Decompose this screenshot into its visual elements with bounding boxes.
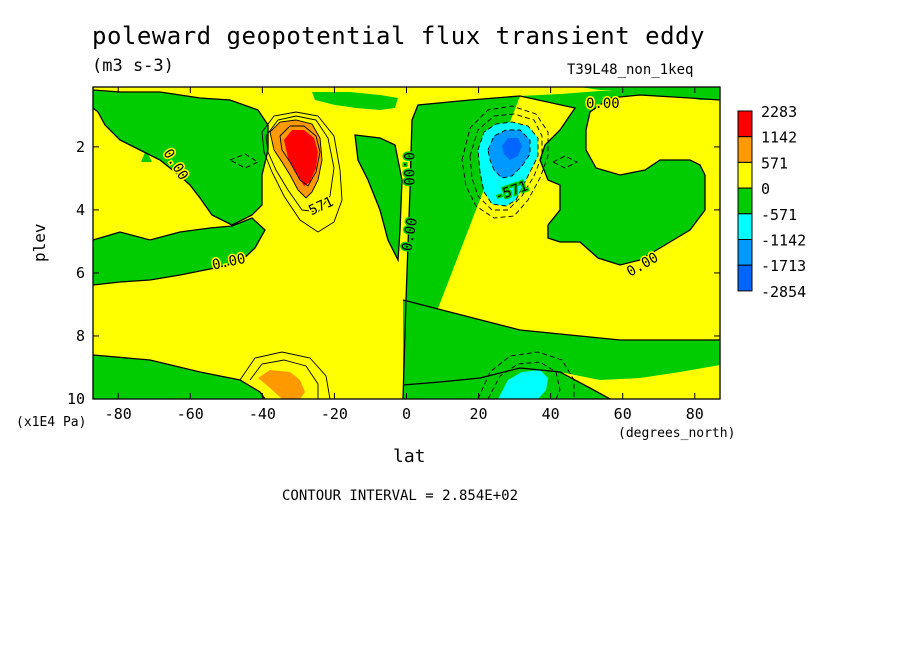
contour-neg-small-left xyxy=(228,153,259,169)
contour-1713-upper xyxy=(279,125,321,187)
x-tick-label: -40 xyxy=(249,405,276,423)
legend-swatch xyxy=(737,110,753,138)
legend-swatch xyxy=(737,239,753,266)
fill-level-neg1142-lower xyxy=(498,370,548,399)
contour-label: 0.00 xyxy=(586,96,620,112)
fill-level-neg2854 xyxy=(502,138,522,160)
legend-swatch xyxy=(737,264,753,292)
x-tick-label: 60 xyxy=(614,405,632,423)
contour-label: 0.00 xyxy=(400,152,416,186)
x-tick-label: -20 xyxy=(321,405,348,423)
contour-neg-small-right xyxy=(551,155,579,169)
contour-neg571-upper xyxy=(469,113,543,211)
contour-neg1713-upper xyxy=(487,129,531,179)
x-tick-label: 80 xyxy=(686,405,704,423)
legend: 2283 1142 571 0 -571 -1142 -1713 -2854 xyxy=(737,103,806,301)
y-tick-label: 2 xyxy=(76,138,85,156)
y-tick-label: 4 xyxy=(76,201,85,219)
zero-contour-center-wedge xyxy=(354,134,403,263)
fill-negative-right-lower xyxy=(403,300,720,385)
zero-contour-left-mid xyxy=(93,217,266,286)
y-tick-label: 8 xyxy=(76,327,85,345)
x-tick-label: -80 xyxy=(105,405,132,423)
run-label: T39L48_non_1keq xyxy=(567,62,694,78)
contour-neg285-lower xyxy=(477,351,575,399)
legend-label: -1142 xyxy=(761,232,806,250)
fill-negative-left-bottom xyxy=(93,355,265,399)
legend-label: 0 xyxy=(761,180,770,198)
x-tick-label: -60 xyxy=(177,405,204,423)
y-tick-label: 10 xyxy=(67,390,85,408)
y-axis-ticks: 2 4 6 8 10 xyxy=(67,138,720,408)
filled-contours xyxy=(93,87,720,399)
contour-571-upper xyxy=(261,111,343,233)
contour-interval: CONTOUR INTERVAL = 2.854E+02 xyxy=(282,488,519,504)
x-axis-units: (degrees_north) xyxy=(618,426,736,441)
legend-swatch xyxy=(737,213,753,241)
legend-swatch xyxy=(737,187,753,215)
x-tick-label: 20 xyxy=(470,405,488,423)
legend-label: 571 xyxy=(761,154,788,172)
fill-negative-top-right-strip xyxy=(580,87,720,92)
zero-contour-left-upper xyxy=(93,89,269,226)
legend-label: -571 xyxy=(761,206,797,224)
contour-neg571-lower xyxy=(487,361,561,399)
legend-swatch xyxy=(737,161,753,189)
zero-contour-bottom-left xyxy=(93,354,266,399)
chart-units: (m3 s-3) xyxy=(92,56,174,76)
x-tick-label: 40 xyxy=(542,405,560,423)
contour-1142-upper xyxy=(269,119,323,199)
legend-label: 2283 xyxy=(761,103,797,121)
x-axis-ticks: -80 -60 -40 -20 0 20 40 60 80 xyxy=(105,87,704,423)
fill-level-1142-lower xyxy=(258,370,305,399)
legend-label: 1142 xyxy=(761,129,797,147)
x-axis-label: lat xyxy=(393,446,426,467)
legend-swatch xyxy=(737,136,753,163)
zero-contour-right-lower xyxy=(402,299,720,341)
y-tick-label: 6 xyxy=(76,264,85,282)
fill-negative-center-sliver xyxy=(312,92,398,110)
legend-label: -1713 xyxy=(761,257,806,275)
fill-level-2283 xyxy=(284,130,318,186)
fill-negative-left-upper xyxy=(93,90,268,225)
legend-label: -2854 xyxy=(761,283,806,301)
y-axis-units: (x1E4 Pa) xyxy=(16,415,87,430)
fill-negative-left-triangle xyxy=(141,150,152,162)
contour-neg1142-upper xyxy=(477,121,539,207)
x-tick-label: 0 xyxy=(402,405,411,423)
chart-title: poleward geopotential flux transient edd… xyxy=(92,22,705,50)
contour-285-upper xyxy=(265,115,335,213)
contour-571-lower xyxy=(249,359,319,399)
contour-285-lower xyxy=(239,351,331,399)
zero-contour-right xyxy=(402,94,720,399)
fill-negative-center-wedge xyxy=(355,135,402,260)
fill-negative-small-patch-left xyxy=(230,154,258,168)
contour-lines xyxy=(93,89,720,399)
fill-negative-left-mid xyxy=(93,218,265,285)
zero-contour-bottom-right xyxy=(402,367,611,399)
